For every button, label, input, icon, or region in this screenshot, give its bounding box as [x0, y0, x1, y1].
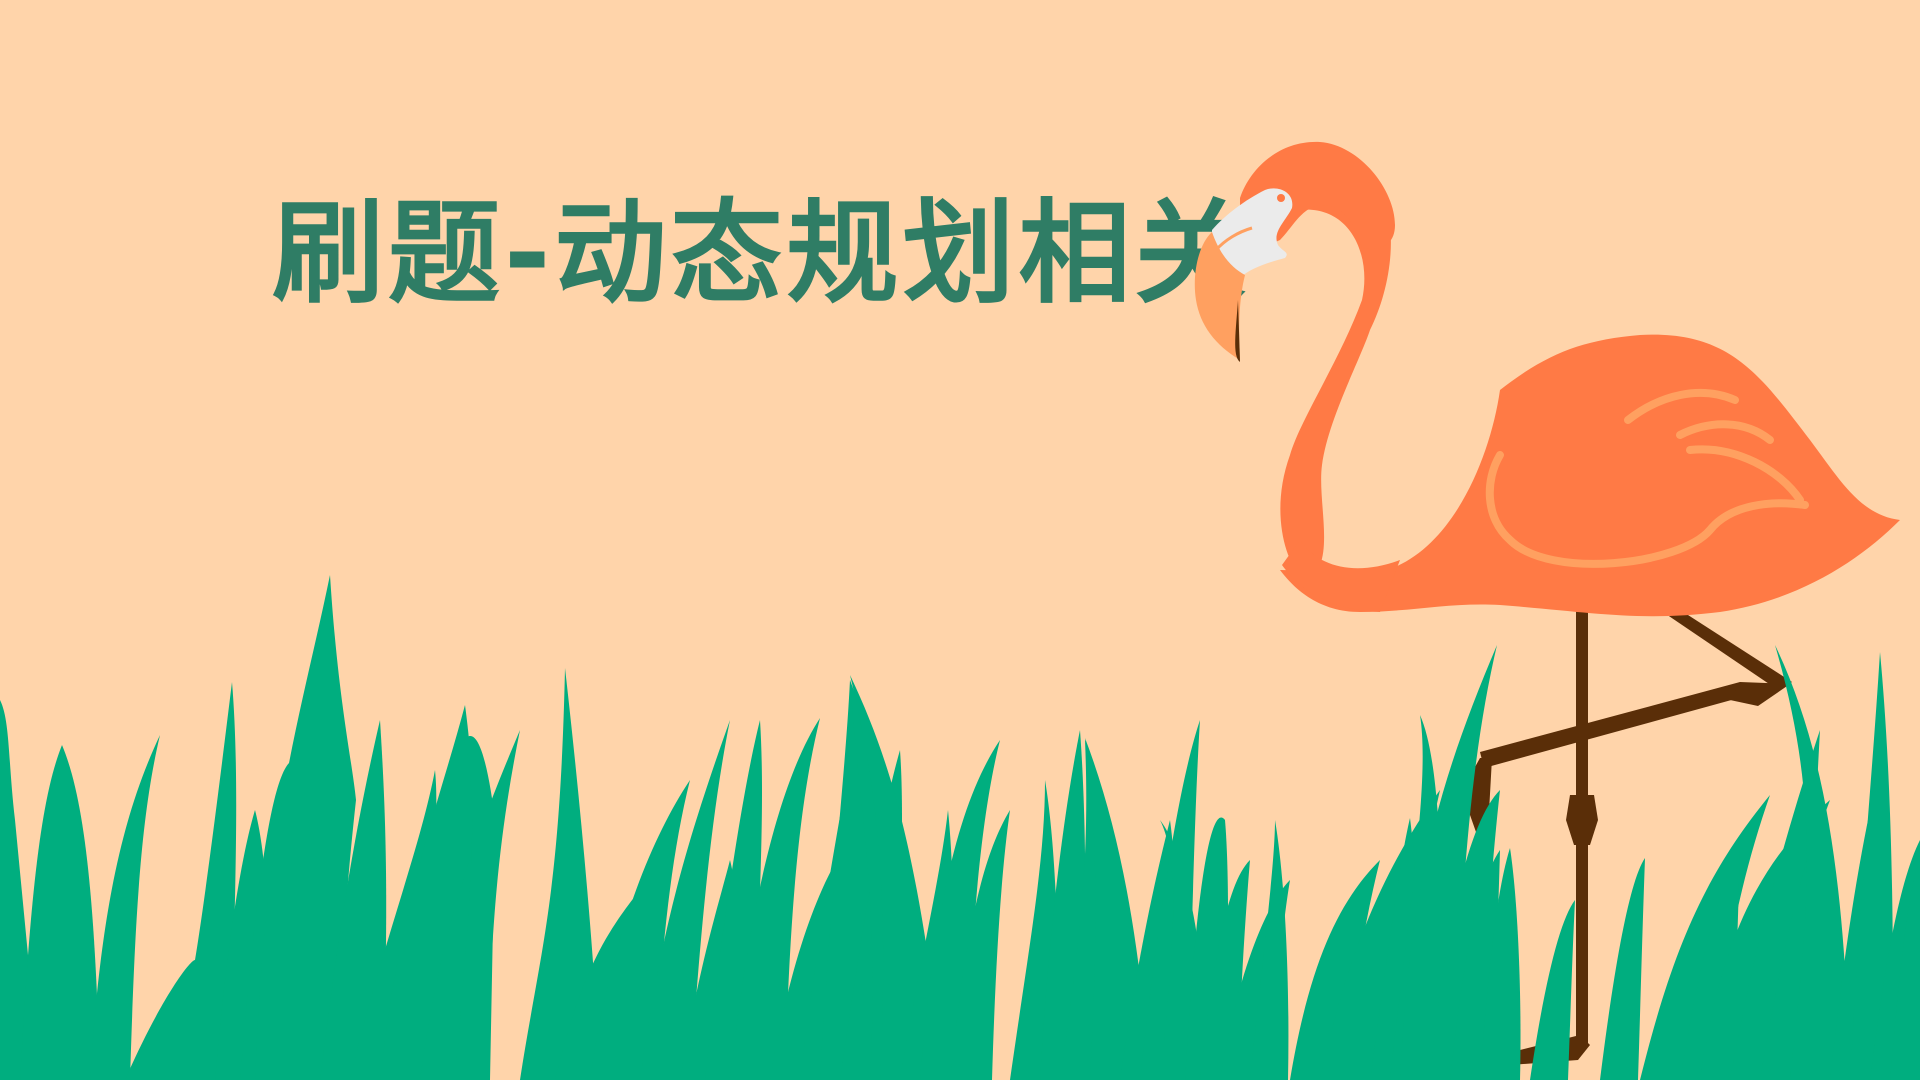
grass-icon — [0, 575, 1920, 1080]
flamingo-neck — [1280, 143, 1391, 575]
flamingo-eye — [1277, 194, 1285, 202]
flamingo-body — [1280, 334, 1900, 617]
flamingo-beak — [1194, 232, 1245, 360]
flamingo-face — [1212, 188, 1293, 278]
flamingo-icon — [1194, 141, 1900, 1065]
slide-title: 刷题-动态规划相关 — [272, 189, 1251, 319]
flamingo-wing — [1485, 389, 1809, 568]
flamingo-leg-bent — [1448, 606, 1792, 832]
